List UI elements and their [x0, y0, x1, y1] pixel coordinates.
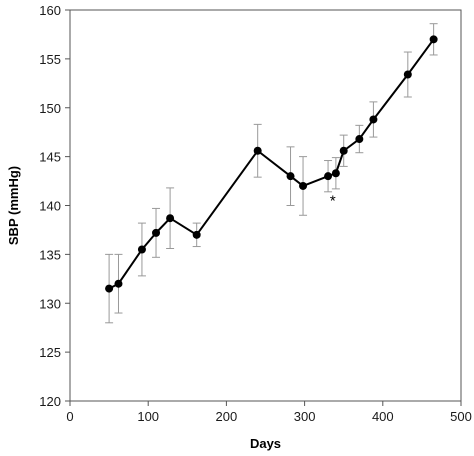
data-points — [105, 35, 438, 293]
data-point — [253, 146, 262, 155]
y-tick-label: 130 — [39, 296, 61, 311]
x-tick-label: 0 — [66, 409, 73, 424]
data-series — [108, 38, 435, 290]
data-point — [192, 230, 201, 239]
y-tick-label: 150 — [39, 101, 61, 116]
data-point — [324, 172, 333, 181]
data-point — [369, 115, 378, 124]
x-tick-label: 100 — [137, 409, 159, 424]
data-point — [166, 214, 175, 223]
data-point — [331, 169, 340, 178]
x-axis-title: Days — [250, 436, 281, 451]
y-tick-label: 120 — [39, 394, 61, 409]
x-tick-label: 500 — [450, 409, 472, 424]
y-tick-label: 135 — [39, 247, 61, 262]
y-tick-label: 140 — [39, 199, 61, 214]
plot-frame — [69, 9, 462, 402]
y-tick-label: 160 — [39, 3, 61, 18]
annotations: * — [330, 193, 336, 210]
x-tick-label: 400 — [372, 409, 394, 424]
series-line — [108, 38, 435, 290]
error-bars — [105, 23, 438, 324]
data-point — [152, 228, 161, 237]
significance-marker: * — [330, 193, 336, 210]
data-point — [339, 146, 348, 155]
data-point — [114, 279, 123, 288]
data-point — [137, 245, 146, 254]
y-tick-label: 125 — [39, 345, 61, 360]
data-point — [286, 172, 295, 181]
y-axis-title: SBP (mmHg) — [6, 166, 21, 245]
axes: 0 100 200 300 400 500 120 125 130 135 140 145 150 155… — [39, 3, 472, 424]
data-point — [429, 35, 438, 44]
y-tick-label: 155 — [39, 52, 61, 67]
data-point — [403, 70, 412, 79]
y-tick-label: 145 — [39, 150, 61, 165]
data-point — [105, 284, 114, 293]
x-tick-label: 200 — [216, 409, 238, 424]
data-point — [299, 181, 308, 190]
x-tick-label: 300 — [294, 409, 316, 424]
data-point — [355, 135, 364, 144]
